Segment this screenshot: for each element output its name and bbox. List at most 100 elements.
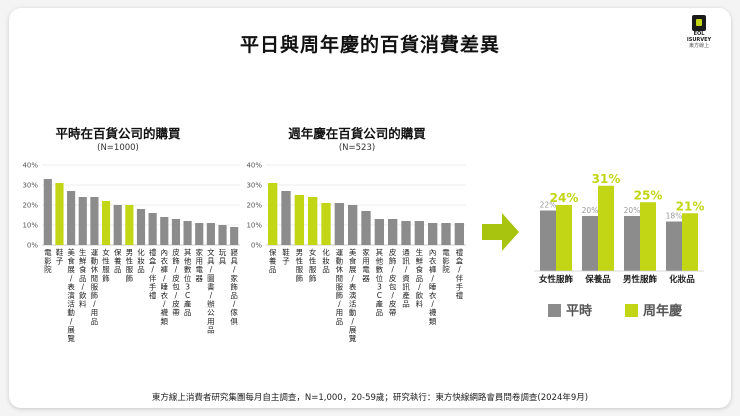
category-label: 男性服飾 (296, 248, 304, 283)
bar (218, 225, 227, 245)
y-tick-label: 20% (22, 202, 38, 210)
category-label: 內衣褲/睡衣/襪類 (161, 248, 169, 326)
chart-title: 平時在百貨公司的購買 (55, 126, 181, 141)
bar (148, 213, 157, 245)
category-label: 生鮮食品/飲料 (79, 247, 87, 309)
category-label: 通訊/資訊產品 (402, 247, 410, 309)
bar-anniversary (640, 202, 656, 271)
source-footnote: 東方線上消費者研究集團每月自主調查，N=1,000，20-59歲；研究執行：東方… (151, 393, 589, 403)
bar (90, 197, 99, 245)
category-label: 保養品 (584, 274, 611, 285)
category-label: 女性服飾 (102, 247, 110, 283)
bar (43, 179, 52, 245)
arrow-icon (482, 213, 519, 251)
bar (195, 223, 204, 245)
bar (374, 219, 384, 245)
data-label: 20% (582, 206, 599, 215)
bar (454, 223, 464, 245)
bar-anniversary (556, 205, 572, 271)
category-label: 玩具 (219, 248, 227, 266)
data-label: 25% (634, 188, 663, 202)
bar (428, 223, 438, 245)
category-label: 運動休閒服飾/用品 (91, 248, 99, 326)
category-label: 男性服飾 (623, 274, 658, 285)
data-label: 24% (550, 191, 579, 205)
category-label: 運動休閒服飾/用品 (336, 248, 344, 326)
data-label: 21% (676, 199, 705, 213)
category-label: 其他數位 3 C 產品 (376, 248, 384, 317)
bar-everyday (540, 210, 556, 271)
brand-logo: EOL ISURVEY 東方線上 (679, 15, 719, 49)
bar (361, 211, 371, 245)
bar (388, 219, 398, 245)
category-label: 皮飾/皮包/皮帶 (172, 247, 180, 317)
chart-anniversary-purchases: 週年慶在百貨公司的購買 (N=523) 0% 10% 20% 30% 40% 保養品鞋子男性服… (246, 126, 466, 343)
y-tick-label: 0% (251, 242, 262, 250)
category-label: 美食展/表演活動/展覽 (67, 247, 75, 343)
arrow-shape (482, 213, 519, 251)
chart-subtitle: (N=1000) (97, 143, 139, 153)
data-label: 20% (624, 206, 641, 215)
bar-everyday (666, 221, 682, 271)
category-label: 寢具/家飾品/傢俱 (230, 247, 238, 326)
y-tick-label: 30% (246, 182, 262, 190)
category-label: 內衣褲/睡衣/襪類 (429, 248, 437, 326)
logo-line-3: 東方線上 (688, 43, 709, 49)
bar (348, 205, 358, 245)
data-label: 18% (666, 212, 683, 221)
bar (441, 223, 451, 245)
bar-anniversary (598, 185, 614, 271)
category-label: 禮盒/伴手禮 (149, 247, 157, 300)
category-label: 化妝品 (322, 247, 330, 274)
bar (294, 195, 304, 245)
bar (183, 221, 192, 245)
bar (401, 221, 411, 245)
logo-line-1: EOL (693, 31, 705, 37)
bar (206, 223, 215, 245)
category-label: 生鮮食品/飲料 (416, 247, 424, 309)
category-label: 鞋子 (56, 247, 64, 266)
chart-title: 週年慶在百貨公司的購買 (288, 126, 426, 141)
bar (268, 183, 278, 245)
page-title: 平日與周年慶的百貨消費差異 (239, 34, 500, 56)
y-tick-label: 40% (246, 162, 262, 170)
bar (78, 197, 87, 245)
category-label: 文具/圖書/辦公用品 (207, 247, 215, 334)
bar (171, 219, 181, 245)
y-tick-label: 20% (246, 202, 262, 210)
category-label: 禮盒/伴手禮 (456, 247, 464, 300)
category-label: 女性服飾 (309, 247, 317, 283)
bar-anniversary (682, 213, 698, 271)
bar (101, 201, 111, 245)
legend-swatch-everyday (548, 304, 561, 317)
bar (136, 209, 146, 245)
category-label: 電影院 (44, 248, 52, 274)
bar (321, 203, 331, 245)
y-tick-label: 10% (22, 222, 38, 230)
bar (125, 205, 134, 245)
category-label: 家用電器 (362, 247, 370, 283)
category-label: 男性服飾 (126, 248, 134, 283)
bar (55, 183, 64, 245)
bar-everyday (624, 216, 640, 271)
category-label: 電影院 (442, 248, 450, 274)
category-label: 美食展/表演活動/展覽 (349, 247, 357, 343)
logo-line-2: ISURVEY (686, 37, 712, 43)
bar (281, 191, 291, 245)
category-label: 其他數位 3 C 產品 (184, 248, 192, 317)
y-tick-label: 0% (27, 242, 38, 250)
legend-label-everyday: 平時 (566, 303, 592, 319)
data-label: 31% (592, 172, 621, 186)
category-label: 皮飾/皮包/皮帶 (389, 247, 397, 317)
y-tick-label: 30% (22, 182, 38, 190)
y-tick-label: 10% (246, 222, 262, 230)
category-label: 家用電器 (195, 247, 203, 283)
category-label: 女性服飾 (539, 274, 574, 285)
category-label: 保養品 (114, 248, 122, 274)
bar (113, 205, 122, 245)
chart-comparison: 22%24% 女性服飾 20% 31% 保養品 20% 25% 男性服飾 18%21% 化妝品平時… (534, 172, 704, 319)
y-tick-label: 40% (22, 162, 38, 170)
bar (160, 217, 169, 245)
